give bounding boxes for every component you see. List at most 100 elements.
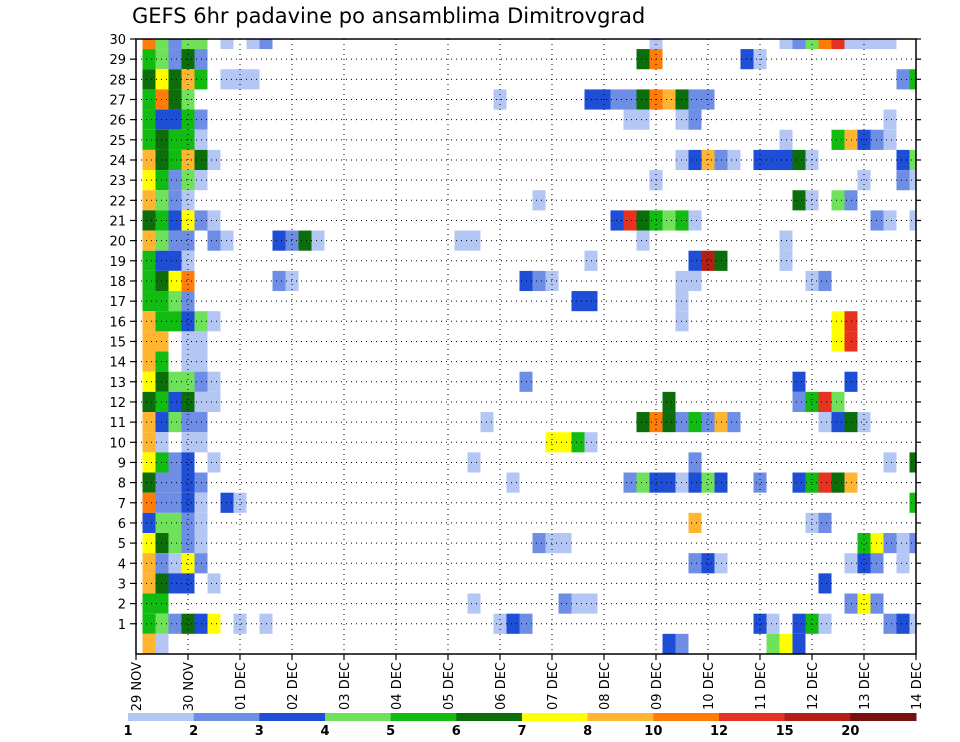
heatmap-cell [909, 69, 916, 90]
y-tick-label: 27 [109, 93, 126, 108]
grid-layer [136, 38, 916, 654]
y-tick-label: 28 [109, 73, 126, 88]
heatmap-cell [818, 270, 832, 292]
heatmap-cell [155, 633, 169, 654]
heatmap-cell [168, 230, 182, 251]
heatmap-cell [883, 613, 897, 634]
heatmap-cell [181, 351, 195, 372]
heatmap-cell [142, 291, 156, 312]
heatmap-cell [168, 472, 182, 493]
heatmap-cell [207, 613, 221, 634]
heatmap-cell [272, 270, 286, 292]
y-tick-label: 9 [118, 456, 126, 471]
heatmap-cell [701, 472, 715, 493]
heatmap-cell [792, 39, 806, 50]
colorbar-label: 15 [776, 724, 794, 739]
heatmap-cell [181, 613, 195, 634]
x-tick-label: 10 DEC [702, 662, 717, 710]
heatmap-cell [792, 190, 806, 211]
heatmap-cell [636, 89, 650, 110]
colorbar-label: 5 [386, 724, 395, 739]
heatmap-cell [168, 210, 182, 231]
heatmap-cell [857, 553, 871, 574]
heatmap-cell [142, 613, 156, 634]
colorbar-label: 10 [644, 724, 662, 739]
heatmap-cell [142, 633, 156, 654]
heatmap-cell [142, 533, 156, 554]
heatmap-cell [181, 533, 195, 554]
heatmap-cell [194, 39, 208, 50]
heatmap-cell [506, 472, 520, 493]
y-tick-label: 16 [109, 315, 126, 330]
y-tick-label: 17 [109, 295, 126, 310]
heatmap-cell [831, 472, 845, 493]
heatmap-cell [532, 270, 546, 292]
colorbar-swatch [456, 713, 523, 721]
y-tick-label: 5 [118, 537, 126, 552]
heatmap-cell [857, 170, 871, 191]
heatmap-cell [207, 452, 221, 473]
colorbar-swatch [193, 713, 260, 721]
heatmap-cell [272, 230, 286, 251]
heatmap-cell [896, 69, 910, 90]
heatmap-cell [623, 89, 637, 110]
heatmap-cell [571, 432, 585, 453]
heatmap-cell [896, 149, 910, 171]
heatmap-cell [688, 210, 702, 231]
heatmap-cell [792, 472, 806, 493]
heatmap-cell [623, 210, 637, 231]
colorbar-label: 3 [255, 724, 264, 739]
x-tick-label: 12 DEC [806, 662, 821, 710]
x-tick-label: 30 NOV [182, 662, 197, 711]
heatmap-cell [883, 109, 897, 130]
heatmap-cell [701, 412, 715, 433]
colorbar-label: 4 [320, 724, 329, 739]
x-tick-label: 08 DEC [598, 662, 613, 710]
heatmap-cell [181, 230, 195, 251]
heatmap-cell [168, 49, 182, 70]
heatmap-cell [168, 109, 182, 130]
heatmap-cell [207, 149, 221, 171]
x-tick-label: 02 DEC [286, 662, 301, 710]
heatmap-cell [142, 170, 156, 191]
heatmap-cell [558, 432, 572, 453]
colorbar-swatch [850, 713, 917, 721]
heatmap-cell [142, 311, 156, 332]
heatmap-cell [623, 109, 637, 130]
y-tick-label: 29 [109, 53, 126, 68]
heatmap-cell [181, 190, 195, 211]
heatmap-cell [181, 452, 195, 473]
heatmap-cell [818, 573, 832, 594]
heatmap-cell [246, 69, 260, 90]
heatmap-cell [792, 391, 806, 413]
heatmap-cell [207, 210, 221, 231]
heatmap-cell [662, 412, 676, 433]
heatmap-cell [688, 553, 702, 574]
heatmap-cell [181, 553, 195, 574]
heatmap-cell [818, 39, 832, 50]
heatmap-cell [181, 210, 195, 231]
heatmap-cell [142, 573, 156, 594]
y-tick-label: 13 [109, 376, 126, 391]
heatmap-cell [142, 432, 156, 453]
y-tick-label: 15 [109, 335, 126, 350]
heatmap-cell [896, 553, 910, 574]
x-tick-label: 11 DEC [754, 662, 769, 710]
cells-layer [142, 39, 916, 654]
heatmap-cell [831, 391, 845, 413]
colorbar-swatch [325, 713, 392, 721]
heatmap-cell [181, 412, 195, 433]
heatmap-cell [142, 39, 156, 50]
heatmap-cell [168, 553, 182, 574]
heatmap-cell [181, 170, 195, 191]
heatmap-cell [168, 270, 182, 292]
heatmap-cell [467, 452, 481, 473]
x-tick-label: 13 DEC [858, 662, 873, 710]
heatmap-cell [168, 512, 182, 534]
heatmap-cell [831, 129, 845, 150]
heatmap-cell [207, 230, 221, 251]
heatmap-cell [688, 452, 702, 473]
heatmap-cell [623, 472, 637, 493]
heatmap-cell [467, 593, 481, 614]
heatmap-cell [532, 533, 546, 554]
